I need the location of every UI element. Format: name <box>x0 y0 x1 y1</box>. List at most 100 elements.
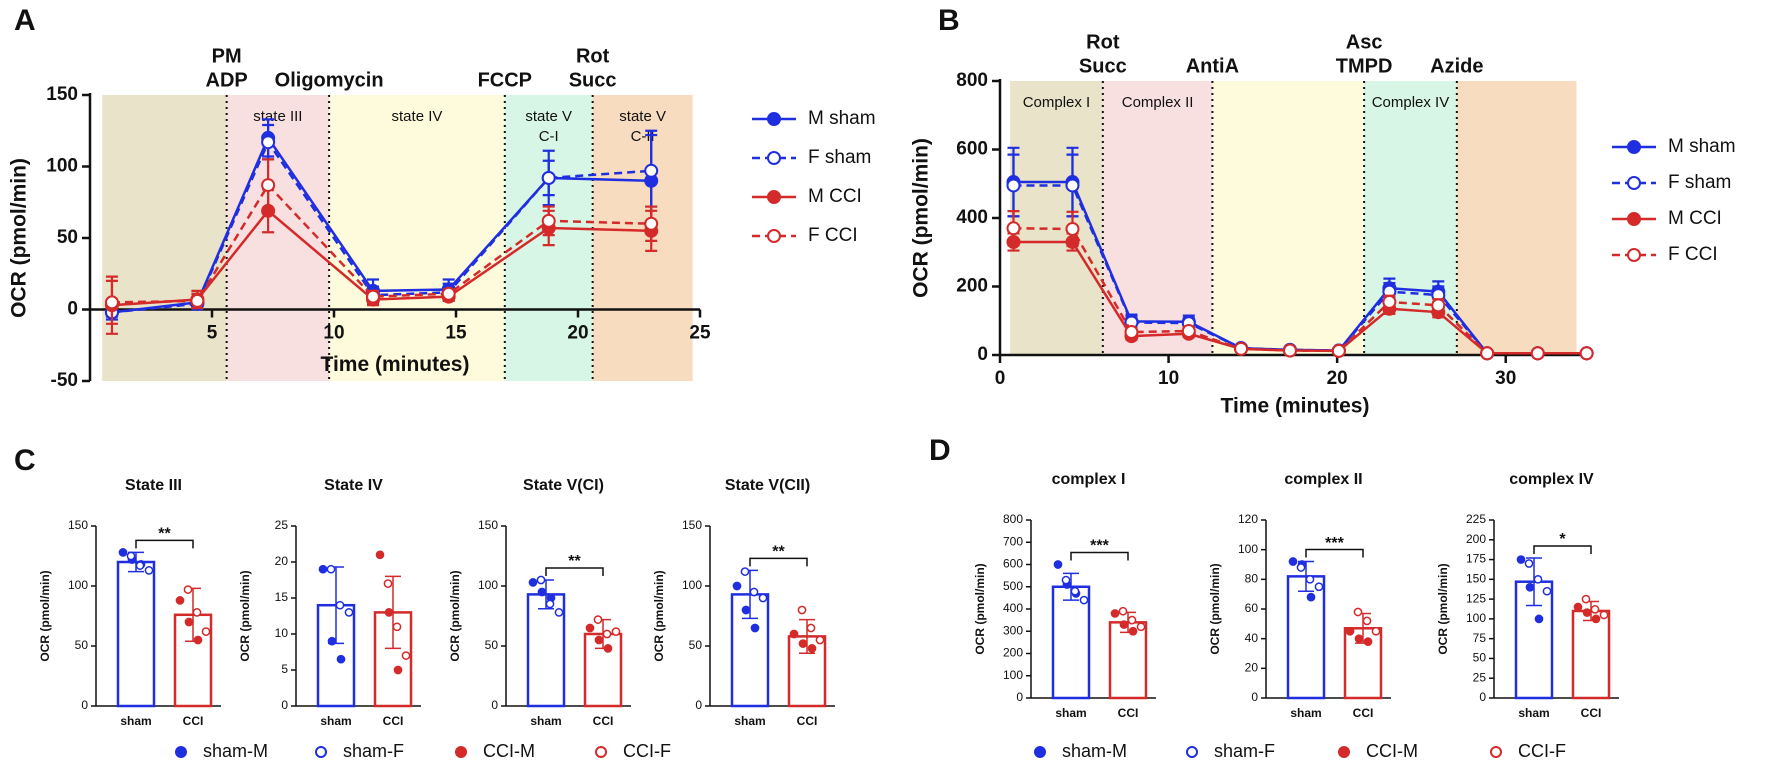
series-marker <box>1579 346 1594 361</box>
x-tick-label: 25 <box>689 323 711 344</box>
data-point <box>193 635 203 645</box>
data-point <box>1119 620 1129 629</box>
data-point <box>1079 595 1089 605</box>
injection-label: Rot <box>576 45 610 67</box>
data-point <box>118 548 128 557</box>
y-tick-label: 100 <box>46 156 78 177</box>
series-marker <box>1006 221 1021 236</box>
chart-title: State V(CII) <box>725 477 810 494</box>
y-tick-label: 100 <box>1466 611 1486 625</box>
data-point <box>603 644 613 653</box>
series-marker <box>541 213 556 228</box>
region <box>592 95 693 381</box>
y-tick-label: 40 <box>1245 631 1259 645</box>
data-point <box>1573 602 1583 612</box>
y-tick-label: -50 <box>51 370 78 391</box>
y-tick-label: 80 <box>1245 572 1259 586</box>
y-tick-label: 0 <box>281 698 288 712</box>
y-axis-label: OCR (pmol/min) <box>973 563 987 654</box>
data-point <box>1542 586 1552 596</box>
data-point <box>593 615 603 624</box>
data-point <box>1306 592 1316 602</box>
x-tick-label: 5 <box>207 323 218 344</box>
y-tick-label: 0 <box>81 698 88 712</box>
legend-marker <box>1490 746 1502 758</box>
data-point <box>175 596 185 605</box>
data-point <box>1590 605 1600 614</box>
bar <box>1343 627 1383 700</box>
y-tick-label: 175 <box>1466 552 1486 566</box>
series-line <box>1013 227 1587 355</box>
error-bar <box>1063 572 1079 601</box>
y-tick-label: 15 <box>275 590 289 604</box>
legend-marker <box>455 746 467 758</box>
bar <box>1571 609 1611 700</box>
data-point <box>585 623 595 633</box>
region <box>1456 81 1577 355</box>
significance-label: ** <box>772 544 785 561</box>
data-point <box>383 579 393 588</box>
data-point <box>1288 557 1298 566</box>
data-point <box>1525 582 1535 592</box>
x-tick-label: 30 <box>1495 368 1516 389</box>
legend-marker <box>767 112 781 126</box>
y-tick-label: 800 <box>1003 512 1023 526</box>
x-tick-label: CCI <box>1353 706 1374 720</box>
x-tick-label: CCI <box>1581 706 1602 720</box>
injection-label: Succ <box>1079 55 1127 77</box>
y-tick-label: 50 <box>1473 651 1487 665</box>
x-tick-label: CCI <box>183 714 204 728</box>
series-marker <box>1282 343 1297 358</box>
data-point <box>1581 594 1591 604</box>
data-point <box>336 654 346 664</box>
y-tick-label: 200 <box>1003 646 1023 660</box>
region-label: state IV <box>392 108 443 125</box>
data-point <box>335 600 345 610</box>
series-line <box>1013 240 1587 355</box>
y-tick-label: 150 <box>68 518 88 532</box>
series-marker <box>366 289 381 304</box>
data-point <box>1599 610 1609 620</box>
chart-title: complex IV <box>1509 471 1594 488</box>
series-marker <box>1431 298 1446 313</box>
bar <box>1108 621 1148 700</box>
legend-label: F CCI <box>808 225 858 246</box>
significance-bracket <box>749 557 808 567</box>
legend-label: sham-M <box>1062 741 1127 761</box>
y-tick-label: 5 <box>281 662 288 676</box>
x-tick-label: CCI <box>797 714 818 728</box>
data-point <box>144 566 154 575</box>
region-label: C-I <box>539 128 559 145</box>
injection-label: Asc <box>1346 31 1383 53</box>
x-tick-label: CCI <box>593 714 614 728</box>
legend-label: F sham <box>808 147 871 168</box>
chart-title: State V(CI) <box>523 477 604 494</box>
x-tick-label: CCI <box>1118 706 1139 720</box>
region <box>1212 81 1365 355</box>
data-point <box>594 635 604 645</box>
data-point <box>1127 615 1137 625</box>
region-label: C-II <box>631 128 655 145</box>
legend-marker <box>315 746 327 758</box>
bar <box>116 560 156 708</box>
significance-bracket <box>135 539 194 549</box>
data-point <box>807 644 817 653</box>
series-marker <box>1530 346 1545 361</box>
bar <box>1286 575 1326 700</box>
injection-label: ADP <box>206 69 248 91</box>
data-point <box>1533 574 1543 584</box>
region-label: Complex I <box>1023 94 1091 111</box>
region-label: state III <box>253 108 302 125</box>
y-tick-label: 120 <box>1238 512 1258 526</box>
y-tick-label: 225 <box>1466 512 1486 526</box>
y-tick-label: 0 <box>491 698 498 712</box>
significance-label: ** <box>158 526 171 543</box>
legend-label: sham-M <box>203 741 268 761</box>
y-axis-label: OCR (pmol/min) <box>448 570 462 661</box>
y-tick-label: 500 <box>1003 579 1023 593</box>
data-point <box>545 599 555 609</box>
series-marker <box>441 286 456 301</box>
series-marker <box>1181 324 1196 339</box>
y-tick-label: 125 <box>1466 591 1486 605</box>
